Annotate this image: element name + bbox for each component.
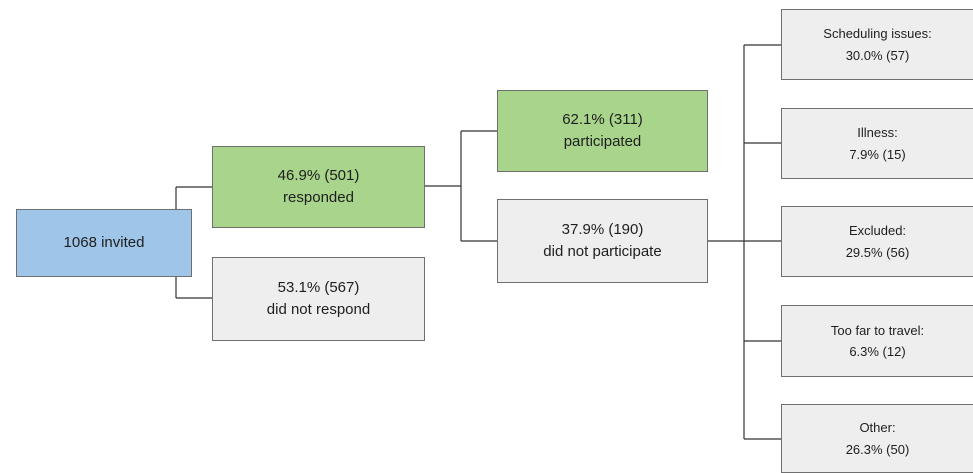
node-invited-label: 1068 invited: [63, 234, 145, 252]
node-illness-value: 7.9% (15): [849, 146, 906, 162]
node-other-value: 26.3% (50): [845, 441, 910, 457]
node-participated: 62.1% (311) participated: [497, 90, 708, 172]
node-did-not-participate-value: 37.9% (190): [561, 221, 644, 239]
node-responded: 46.9% (501) responded: [212, 146, 425, 228]
node-excluded-label: Excluded:: [848, 223, 907, 239]
node-did-not-respond-value: 53.1% (567): [277, 279, 360, 297]
node-excluded-value: 29.5% (56): [845, 244, 910, 260]
node-scheduling-issues-value: 30.0% (57): [845, 47, 910, 63]
node-did-not-respond: 53.1% (567) did not respond: [212, 257, 425, 341]
node-scheduling-issues-label: Scheduling issues:: [823, 26, 932, 42]
node-did-not-respond-label: did not respond: [266, 301, 371, 318]
node-illness-label: Illness:: [857, 125, 898, 141]
node-invited: 1068 invited: [16, 209, 192, 277]
node-other-label: Other:: [859, 420, 896, 436]
node-too-far-to-travel: Too far to travel: 6.3% (12): [781, 305, 973, 377]
node-other: Other: 26.3% (50): [781, 404, 973, 473]
node-participated-value: 62.1% (311): [562, 111, 643, 129]
node-did-not-participate-label: did not participate: [543, 243, 662, 260]
node-illness: Illness: 7.9% (15): [781, 108, 973, 179]
node-participated-label: participated: [563, 133, 642, 150]
node-scheduling-issues: Scheduling issues: 30.0% (57): [781, 9, 973, 80]
node-responded-value: 46.9% (501): [277, 167, 360, 185]
node-did-not-participate: 37.9% (190) did not participate: [497, 199, 708, 283]
node-too-far-to-travel-value: 6.3% (12): [849, 344, 906, 359]
node-too-far-to-travel-label: Too far to travel:: [830, 322, 925, 338]
connector-reasons-branch: [708, 44, 781, 440]
connector-responded-branch: [424, 130, 497, 242]
node-responded-label: responded: [283, 189, 354, 206]
node-excluded: Excluded: 29.5% (56): [781, 206, 973, 277]
